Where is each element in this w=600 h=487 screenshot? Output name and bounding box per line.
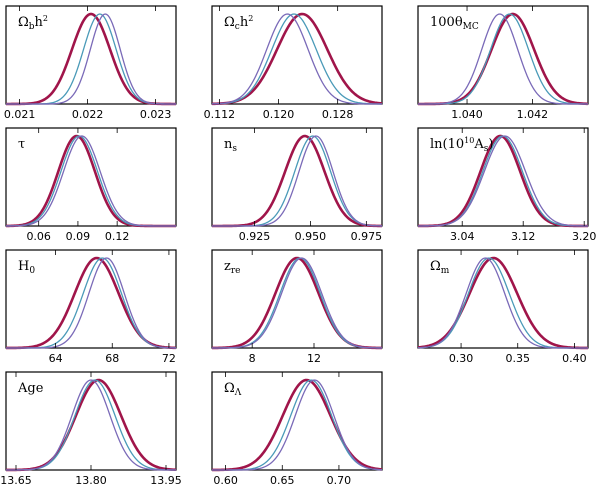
x-tick-label: 3.04	[450, 230, 475, 243]
panel-11: 0.60 0.65 0.70 ΩΛ	[211, 371, 383, 487]
x-tick-label: 3.20	[572, 230, 597, 243]
x-tick-label: 68	[105, 352, 119, 365]
parameter-label: ns	[224, 137, 237, 154]
panel-8: 8 12 zre	[211, 249, 383, 365]
panel-frame	[5, 5, 177, 105]
posterior-curve-3	[417, 135, 588, 227]
x-tick-label: 13.80	[75, 474, 107, 487]
posterior-curve-3	[6, 257, 177, 349]
x-tick-label: 1.040	[451, 108, 483, 121]
panel-5: 0.925 0.950 0.975 ns	[211, 127, 383, 243]
panel-3: 1.040 1.042 100θMC	[417, 5, 589, 121]
panel-10: 13.65 13.80 13.95 Age	[0, 371, 182, 487]
panel-frame	[5, 371, 177, 471]
x-tick-label: 0.112	[204, 108, 236, 121]
x-tick-label: 8	[249, 352, 256, 365]
posterior-curve-3	[211, 257, 383, 349]
parameter-label: Age	[17, 381, 44, 396]
x-tick-label: 0.65	[270, 474, 295, 487]
posterior-curve-3	[6, 135, 176, 227]
posterior-curve-3	[6, 13, 176, 105]
parameter-label: ΩΛ	[224, 381, 242, 398]
x-tick-label: 64	[49, 352, 63, 365]
panel-6: 3.04 3.12 3.20 ln(1010As)	[417, 127, 597, 243]
parameter-label: Ωbh2	[18, 14, 48, 32]
posterior-curve-3	[5, 379, 177, 471]
posterior-curve-2	[211, 13, 383, 105]
panel-9: 0.30 0.35 0.40 Ωm	[417, 249, 589, 365]
x-tick-label: 0.128	[322, 108, 354, 121]
x-tick-label: 12	[307, 352, 321, 365]
posterior-curve-1	[417, 256, 589, 350]
x-tick-label: 0.06	[26, 230, 51, 243]
x-tick-label: 1.042	[517, 108, 549, 121]
posterior-curve-3	[212, 135, 383, 227]
panel-2: 0.112 0.120 0.128 Ωch2	[204, 5, 383, 121]
panel-7: 64 68 72 H0	[5, 249, 177, 365]
parameter-label: zre	[224, 259, 241, 276]
parameter-label: H0	[18, 259, 35, 276]
x-tick-label: 0.30	[449, 352, 474, 365]
posterior-curve-3	[418, 13, 588, 105]
x-tick-label: 0.975	[351, 230, 383, 243]
posterior-curve-3	[211, 13, 382, 105]
x-tick-label: 3.12	[511, 230, 536, 243]
x-tick-label: 0.40	[562, 352, 587, 365]
x-tick-label: 0.950	[295, 230, 327, 243]
x-tick-label: 0.925	[239, 230, 271, 243]
parameter-label: Ωch2	[224, 14, 253, 32]
posterior-curve-3	[417, 257, 588, 349]
x-tick-label: 0.70	[327, 474, 352, 487]
x-tick-label: 0.120	[263, 108, 295, 121]
x-tick-label: 0.09	[66, 230, 91, 243]
panel-frame	[417, 127, 589, 227]
x-tick-label: 72	[162, 352, 176, 365]
parameter-label: τ	[18, 137, 25, 152]
panel-frame	[211, 249, 383, 349]
posterior-curve-1	[211, 378, 383, 472]
x-tick-label: 0.60	[213, 474, 238, 487]
x-tick-label: 13.95	[150, 474, 182, 487]
panel-4: 0.06 0.09 0.12 τ	[5, 127, 177, 243]
parameter-label: ln(1010As)	[430, 136, 493, 154]
x-tick-label: 0.023	[140, 108, 172, 121]
x-tick-label: 13.65	[0, 474, 32, 487]
panel-1: 0.021 0.022 0.023 Ωbh2	[4, 5, 177, 121]
parameter-label: 100θMC	[430, 15, 479, 32]
x-tick-label: 0.12	[105, 230, 130, 243]
x-tick-label: 0.022	[72, 108, 104, 121]
panel-frame	[5, 249, 177, 349]
x-tick-label: 0.021	[4, 108, 36, 121]
panel-frame	[5, 127, 177, 227]
posterior-curve-2	[418, 13, 588, 105]
x-tick-label: 0.35	[505, 352, 530, 365]
parameter-label: Ωm	[430, 259, 450, 276]
panel-frame	[211, 5, 383, 105]
posterior-curve-3	[212, 379, 383, 471]
